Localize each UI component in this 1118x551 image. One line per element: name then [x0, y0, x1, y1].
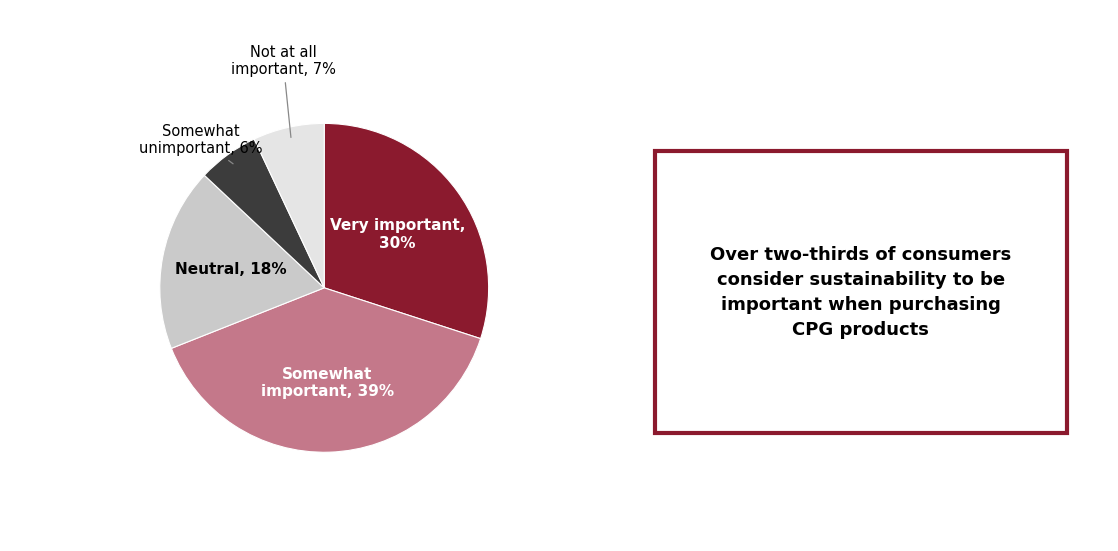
- Text: Somewhat
important, 39%: Somewhat important, 39%: [260, 367, 394, 399]
- Text: Over two-thirds of consumers
consider sustainability to be
important when purcha: Over two-thirds of consumers consider su…: [710, 246, 1012, 338]
- Wedge shape: [160, 175, 324, 348]
- Wedge shape: [205, 139, 324, 288]
- Text: Very important,
30%: Very important, 30%: [330, 219, 465, 251]
- FancyBboxPatch shape: [655, 152, 1067, 433]
- Text: Not at all
important, 7%: Not at all important, 7%: [230, 45, 335, 137]
- Text: Somewhat
unimportant, 6%: Somewhat unimportant, 6%: [139, 123, 263, 164]
- Wedge shape: [171, 288, 481, 452]
- Text: Neutral, 18%: Neutral, 18%: [174, 262, 286, 278]
- Wedge shape: [324, 123, 489, 339]
- Wedge shape: [254, 123, 324, 288]
